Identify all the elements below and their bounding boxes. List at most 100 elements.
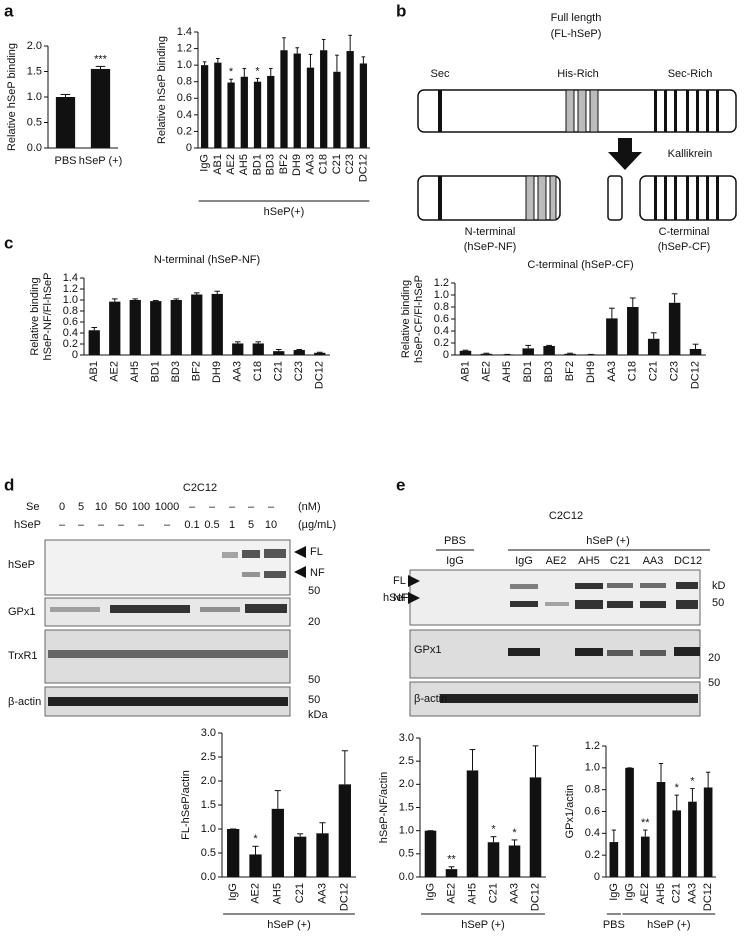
fragment-label: C-terminal [659, 226, 710, 238]
y-tick-label: 2.0 [399, 778, 414, 790]
y-axis-label: Relative binding [400, 280, 412, 358]
x-tick-label: C18 [627, 361, 639, 381]
significance: * [253, 833, 258, 845]
lane-label: – [59, 519, 66, 531]
x-tick-label: AH5 [501, 361, 513, 382]
region-label: His-Rich [557, 68, 599, 80]
x-tick-label: AH5 [466, 883, 478, 904]
diagram-title: Full length [551, 12, 602, 24]
row-label: hSeP [14, 519, 41, 531]
bands [222, 549, 286, 578]
significance: * [512, 827, 517, 839]
bar [273, 351, 285, 355]
x-tick-label: DC12 [357, 154, 369, 182]
x-tick-label: AH5 [238, 154, 250, 175]
unit: (µg/mL) [298, 519, 336, 531]
y-tick-label: 0 [186, 142, 192, 154]
x-tick-label: IgG [608, 883, 620, 901]
lane-label: 1000 [155, 501, 179, 513]
panel-label: d [4, 475, 14, 494]
y-tick-label: 0.4 [585, 827, 600, 839]
x-tick-label: AE2 [225, 154, 237, 175]
lane-label: IgG [446, 555, 464, 567]
x-tick-label: C21 [331, 154, 343, 174]
y-tick-label: 1.4 [177, 26, 192, 38]
y-tick-label: 1.2 [177, 42, 192, 54]
x-tick-label: AE2 [249, 883, 261, 904]
bands [440, 694, 698, 703]
chart-title: C-terminal (hSeP-CF) [527, 259, 633, 271]
x-tick-label: BF2 [564, 361, 576, 381]
bar [316, 833, 329, 877]
x-tick-label: BF2 [278, 154, 290, 174]
bar [338, 784, 351, 877]
bar [294, 836, 307, 877]
x-tick-label: DC12 [529, 883, 541, 911]
band-arrow [408, 592, 420, 604]
lane-label: – [248, 501, 255, 513]
group-label: hSeP (+) [461, 919, 505, 931]
y-tick-label: 0.0 [399, 871, 414, 883]
x-tick-label: C21 [294, 883, 306, 903]
region-label: Sec [431, 68, 450, 80]
x-tick-label: BD3 [170, 361, 182, 382]
sec-rich [654, 176, 719, 220]
row-label: TrxR1 [8, 650, 38, 662]
y-tick-label: 0 [72, 349, 78, 361]
lane-label: 100 [132, 501, 150, 513]
bar [55, 97, 76, 148]
lane-label: – [78, 519, 85, 531]
bar [90, 68, 111, 148]
significance: * [675, 782, 680, 794]
band-label: FL [393, 575, 406, 587]
band-label: NF [393, 592, 408, 604]
lane-label: – [189, 501, 196, 513]
x-tick-label: DH9 [291, 154, 303, 176]
significance: * [491, 824, 496, 836]
bar [543, 346, 555, 355]
x-tick-label: C23 [344, 154, 356, 174]
y-tick-label: 1.0 [27, 91, 42, 103]
his-rich [525, 175, 557, 221]
x-tick-label: AE2 [109, 361, 121, 382]
bar [656, 782, 666, 877]
cell-label: C2C12 [183, 482, 217, 494]
y-tick-label: 1.5 [399, 801, 414, 813]
marker: kD [712, 580, 726, 592]
x-tick-label: BD1 [522, 361, 534, 382]
y-axis-label: Relative binding [29, 277, 41, 355]
row-label: hSeP [8, 559, 35, 571]
blot [44, 539, 291, 596]
lane-label: 5 [248, 519, 254, 531]
y-tick-label: 3.0 [201, 727, 216, 739]
bar [609, 842, 619, 877]
bar [227, 82, 235, 148]
bar [522, 348, 534, 355]
x-tick-label: DC12 [689, 361, 701, 389]
x-tick-label: C21 [487, 883, 499, 903]
y-tick-label: 1.2 [434, 277, 449, 289]
significance: ** [641, 817, 650, 829]
y-tick-label: 0.4 [434, 325, 449, 337]
x-tick-label: BD1 [150, 361, 162, 382]
row-label: β-actin [414, 693, 447, 705]
bar [487, 842, 500, 877]
bar [200, 65, 209, 148]
y-axis-label: Relative hSeP binding [156, 36, 168, 144]
bar [170, 300, 182, 355]
x-tick-label: C21 [648, 361, 660, 381]
bar [508, 845, 521, 877]
enzyme-label: Kallikrein [668, 148, 713, 160]
bar [249, 854, 262, 877]
lane-label: 1 [229, 519, 235, 531]
bar [211, 293, 223, 355]
y-tick-label: 0.5 [399, 848, 414, 860]
y-tick-label: 0.0 [27, 142, 42, 154]
x-tick-label: AE2 [480, 361, 492, 382]
y-tick-label: 3.0 [399, 732, 414, 744]
x-tick-label: AH5 [655, 883, 667, 904]
y-tick-label: 0.6 [585, 805, 600, 817]
lane-label: – [268, 501, 275, 513]
